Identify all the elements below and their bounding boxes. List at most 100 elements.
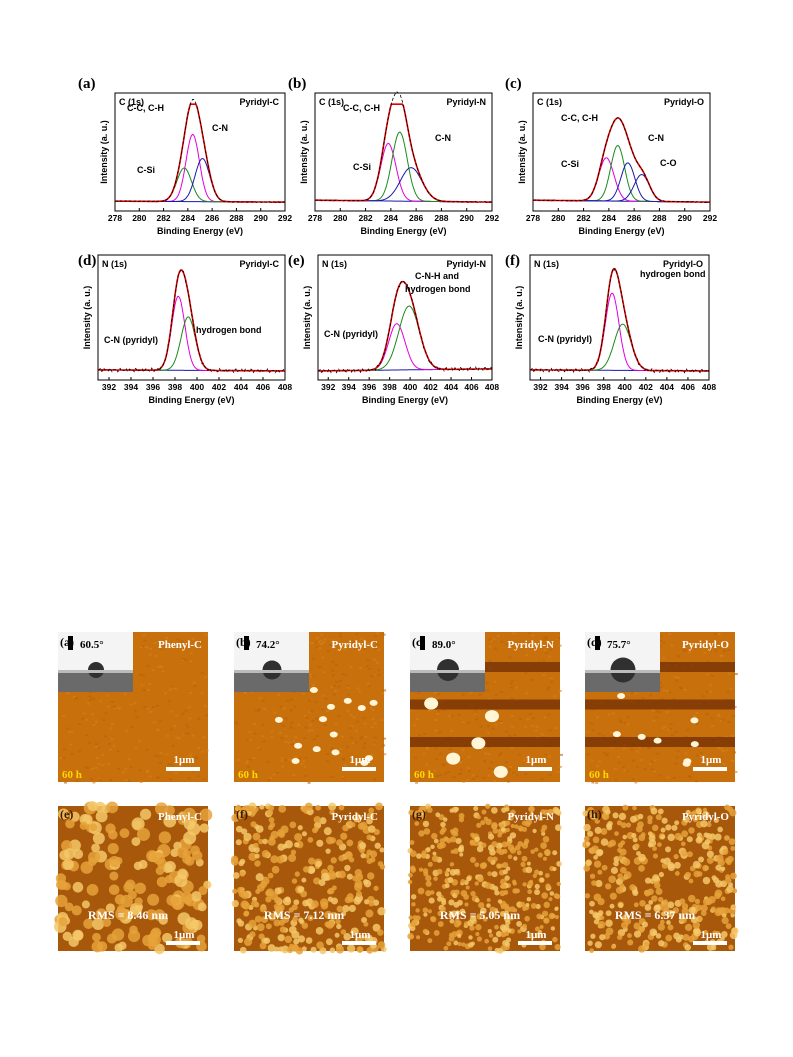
texture [159,752,163,755]
texture [366,665,370,668]
texture [64,656,68,659]
grain [444,872,450,877]
grain [469,915,477,923]
grain [468,942,474,948]
time-label: 60 h [414,769,434,781]
texture [318,647,322,650]
texture [625,640,629,643]
grain [237,809,244,816]
texture [546,688,550,691]
afm-surface [410,632,560,782]
grain [455,871,461,876]
grain [115,907,129,921]
grain [727,855,734,863]
texture [427,677,431,680]
texture [436,654,440,657]
texture [128,652,132,655]
grain [692,816,699,823]
texture [169,778,173,781]
grain [619,885,627,893]
texture [710,725,714,728]
grain [276,829,285,837]
grain [633,814,641,822]
texture [643,640,647,643]
texture [302,641,306,644]
texture [607,676,611,679]
grain [526,883,532,889]
grain [556,861,562,867]
grain [521,826,528,832]
texture [322,671,326,674]
grain [706,822,712,828]
texture [95,720,99,723]
texture [601,633,605,636]
grain [251,900,258,908]
grain [539,924,544,929]
grain [150,927,162,938]
texture [659,685,663,688]
texture [725,736,729,739]
grain [369,856,376,863]
texture [373,736,377,739]
grain [707,838,713,844]
texture [614,779,618,782]
texture [415,781,419,784]
grain [79,821,88,830]
texture [175,736,179,739]
grain [590,812,597,820]
grain [190,891,202,902]
grain [520,861,526,868]
grain [346,873,353,880]
grain [474,862,480,868]
texture [509,765,513,768]
grain [366,858,373,864]
afm-surface [234,806,384,951]
plot-frame [529,254,710,381]
texture [308,711,312,714]
grain [710,906,716,912]
grain [181,880,194,893]
grain [355,894,364,903]
grain [696,814,703,820]
grain [437,910,443,917]
texture [626,723,630,726]
grain [526,896,532,902]
texture [113,707,117,710]
particle [484,710,499,723]
grain [701,841,710,850]
texture [141,645,145,648]
grain [364,934,373,943]
grain [240,828,248,835]
grain [177,912,191,926]
texture [456,676,460,679]
texture [682,649,686,652]
grain [592,911,599,918]
texture [620,735,624,738]
texture [138,769,142,772]
texture [457,674,461,677]
grain [726,859,732,866]
texture [442,646,446,649]
grain [673,853,679,860]
grain [636,856,642,861]
grain [239,807,247,815]
texture [131,632,135,635]
x-tick-label: 392 [533,382,547,392]
texture [163,692,167,695]
grain [305,937,313,944]
texture [605,754,609,757]
grain [451,931,458,938]
texture [99,639,103,642]
texture [279,705,283,708]
x-tick-label: 288 [434,213,448,223]
grain [246,810,252,816]
grain [261,850,270,858]
grain [633,902,639,908]
texture [276,684,280,687]
texture [87,680,91,683]
grain [356,946,364,953]
grain [138,859,148,869]
texture [544,753,548,756]
texture [644,658,648,661]
